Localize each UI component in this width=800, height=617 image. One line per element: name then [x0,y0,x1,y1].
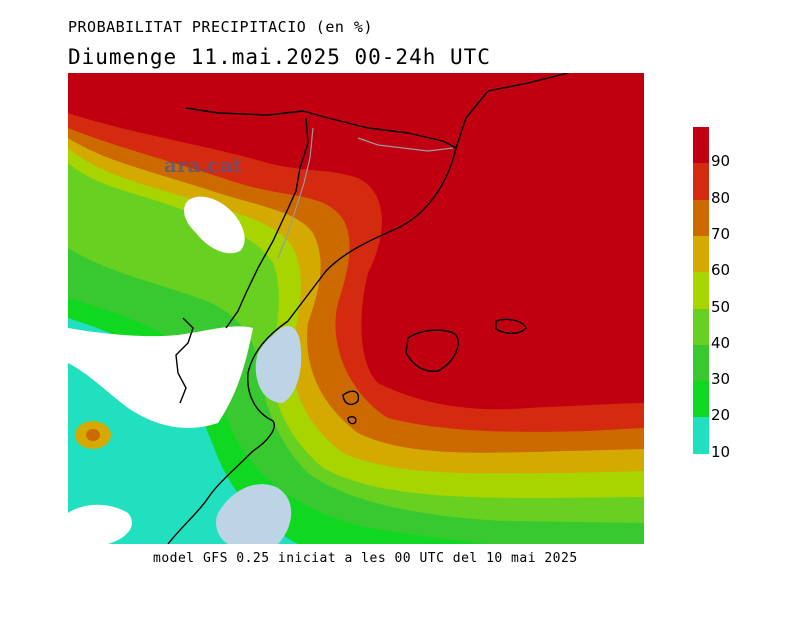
colorbar-segment [693,272,709,310]
spot-70-80-west [86,429,100,441]
colorbar-segment [693,127,709,164]
low-prob-land-west [68,326,253,428]
island-ibiza [342,390,360,406]
colorbar-tick-label: 30 [711,370,731,389]
low-prob-sea-ebre [255,325,302,403]
colorbar-tick-label: 80 [711,188,731,207]
low-prob-land-south [68,504,132,544]
ara-cat-logo: ara.cat [164,153,242,177]
model-footer: model GFS 0.25 iniciat a les 00 UTC del … [153,551,578,566]
colorbar-segment [693,163,709,201]
border-andorra-france [357,137,454,152]
colorbar-segment [693,199,709,237]
colorbar-segment [693,235,709,273]
coastline-east-spain [167,320,289,544]
island-mallorca [405,329,459,372]
low-prob-land-north [184,196,245,254]
island-menorca [495,318,527,335]
map-subtitle: Diumenge 11.mai.2025 00-24h UTC [68,45,491,69]
coastline-france [185,73,569,149]
colorbar-segment [693,417,709,455]
coastline-catalonia [287,147,457,322]
colorbar-tick-label: 90 [711,152,731,171]
coast-valencia-inland [175,317,194,404]
colorbar-tick-label: 20 [711,406,731,425]
map-title: PROBABILITAT PRECIPITACIO (en %) [68,18,373,36]
border-aragon [225,117,309,329]
probability-map: ara.cat [68,73,644,544]
colorbar-tick-label: 70 [711,224,731,243]
colorbar-segment [693,381,709,419]
colorbar-tick-label: 50 [711,297,731,316]
colorbar-segment [693,344,709,382]
border-catalonia-aragon [277,127,314,259]
island-formentera [347,416,357,425]
colorbar-segment [693,308,709,346]
colorbar-tick-label: 40 [711,333,731,352]
colorbar-tick-label: 60 [711,261,731,280]
low-prob-sea-valencia [216,484,292,544]
colorbar-tick-label: 10 [711,442,731,461]
